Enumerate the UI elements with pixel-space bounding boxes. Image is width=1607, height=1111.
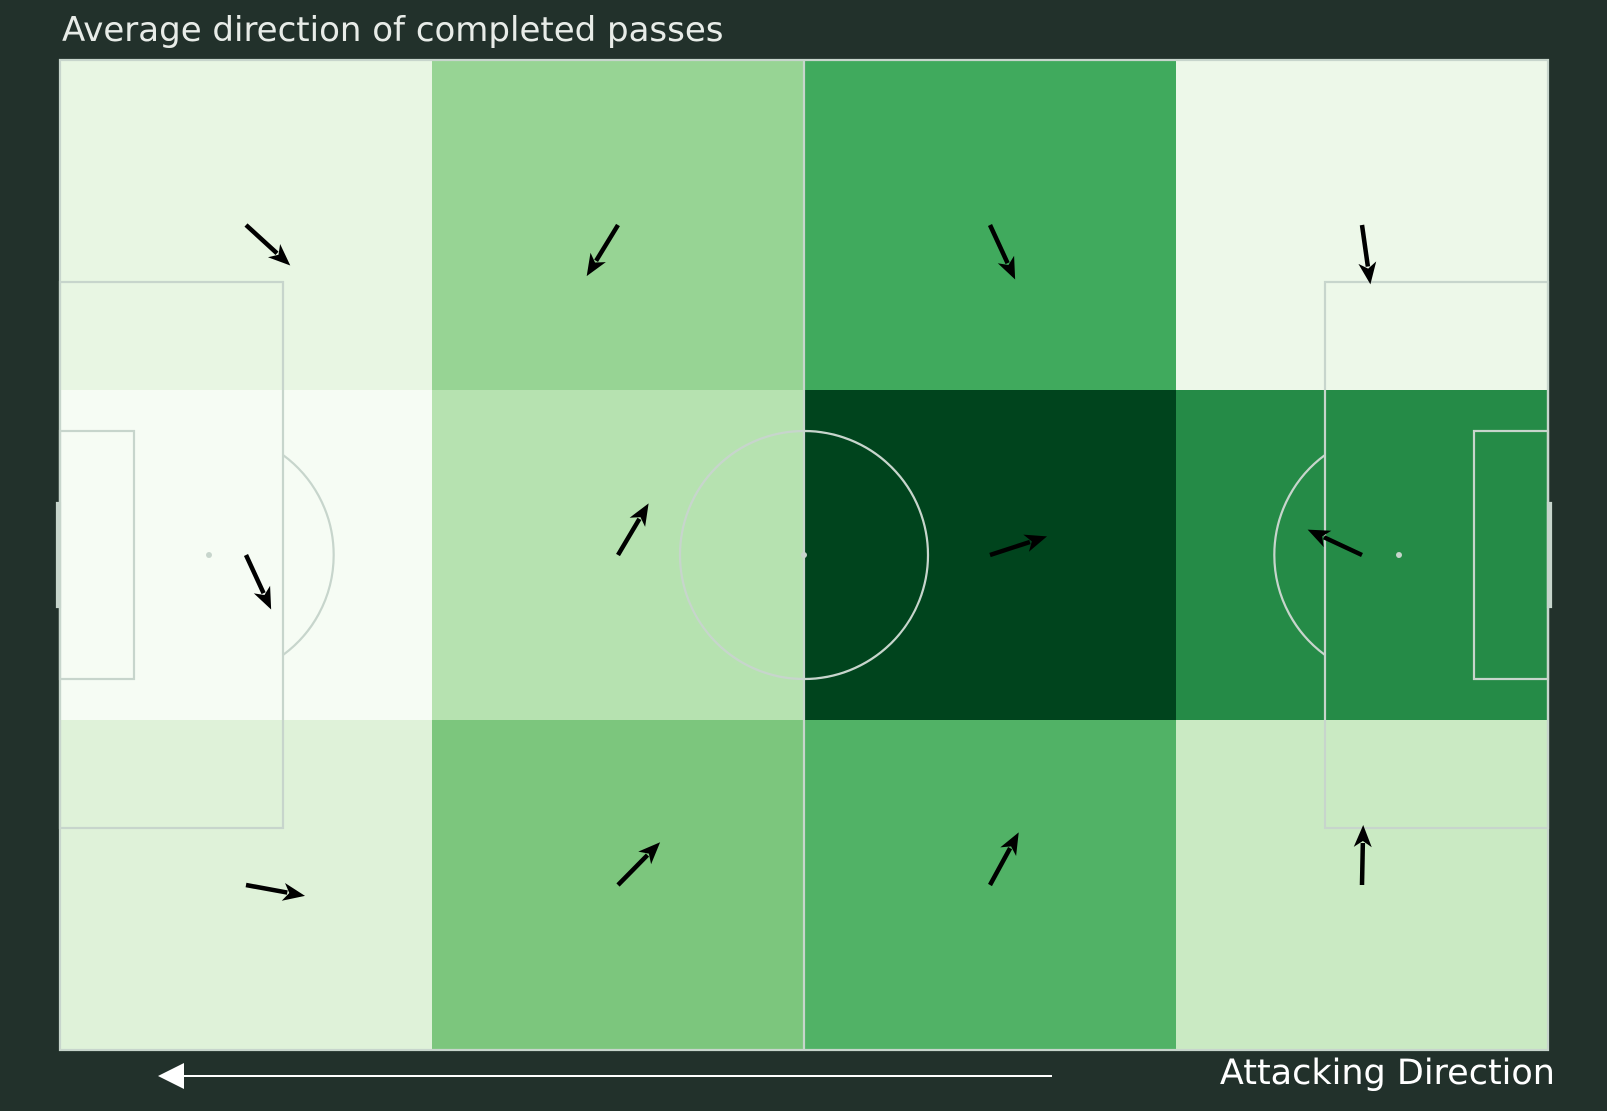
pass-direction-arrows [243, 223, 1377, 901]
left-goal [55, 501, 62, 609]
pass-arrow-r2-c2 [988, 832, 1019, 887]
pass-arrow-r1-c2 [989, 534, 1048, 558]
pass-arrow-r2-c0 [245, 882, 306, 901]
pass-arrow-r1-c3 [1307, 529, 1363, 558]
pitch-markings [55, 58, 1553, 1052]
pass-arrow-r0-c1 [586, 223, 620, 277]
right-penalty-arc [1273, 454, 1326, 656]
heatmap-cell-r2-c1 [432, 720, 805, 1051]
pass-arrow-r0-c0 [244, 223, 291, 266]
attacking-direction-arrow [158, 1063, 1052, 1089]
pass-arrow-r0-c3 [1358, 224, 1377, 285]
heatmap-cell-r2-c2 [804, 720, 1177, 1051]
pass-arrow-r0-c2 [987, 224, 1016, 280]
pass-arrow-r1-c0 [243, 554, 272, 610]
right-penalty-spot [1396, 552, 1402, 558]
left-penalty-arc [282, 454, 335, 656]
heatmap-cell-r1-c1 [432, 390, 805, 721]
center-circle [678, 429, 930, 681]
heatmap-cell-r1-c3 [1176, 390, 1549, 721]
right-goal [1546, 501, 1553, 609]
pass-arrow-r2-c3 [1353, 825, 1372, 886]
center-spot [801, 552, 807, 558]
pass-arrow-r1-c1 [616, 503, 649, 557]
pass-arrow-r2-c1 [616, 842, 661, 887]
chart-title: Average direction of completed passes [62, 10, 724, 50]
heatmap-cell-r2-c3 [1176, 720, 1549, 1051]
attacking-direction-label: Attacking Direction [1219, 1053, 1555, 1093]
left-penalty-spot [206, 552, 212, 558]
